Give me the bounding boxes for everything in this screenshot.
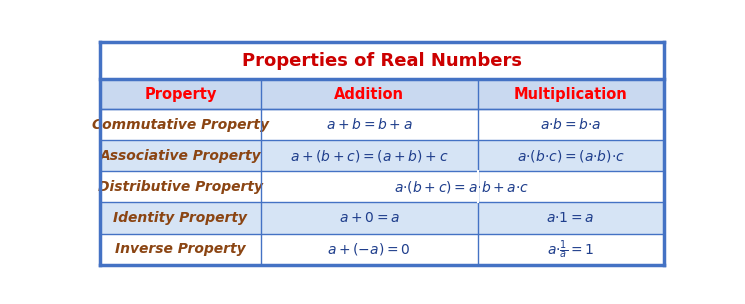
Bar (261, 233, 478, 265)
Text: $a{\cdot}(b+c)=a{\cdot}b+a{\cdot}c$: $a{\cdot}(b+c)=a{\cdot}b+a{\cdot}c$ (394, 179, 530, 195)
Bar (478, 233, 664, 265)
Bar (478, 140, 664, 171)
Bar (261, 79, 478, 109)
Bar (100, 233, 261, 265)
Text: Associative Property: Associative Property (100, 149, 261, 163)
Bar (261, 109, 478, 140)
Text: $a{\cdot}1=a$: $a{\cdot}1=a$ (546, 211, 595, 225)
Text: $a+(-a)=0$: $a+(-a)=0$ (328, 241, 410, 257)
Text: Properties of Real Numbers: Properties of Real Numbers (242, 52, 522, 70)
Bar (100, 109, 261, 140)
Bar (100, 202, 261, 233)
Text: $a+0=a$: $a+0=a$ (339, 211, 399, 225)
Text: $a+b=b+a$: $a+b=b+a$ (326, 117, 413, 132)
Text: $a{\cdot}\frac{1}{a}=1$: $a{\cdot}\frac{1}{a}=1$ (547, 238, 595, 261)
Bar (478, 109, 664, 140)
Text: Identity Property: Identity Property (113, 211, 247, 225)
Text: Distributive Property: Distributive Property (98, 180, 263, 194)
Text: Inverse Property: Inverse Property (115, 242, 246, 256)
Bar (478, 202, 664, 233)
Text: Commutative Property: Commutative Property (92, 118, 269, 132)
Bar (100, 140, 261, 171)
Text: $a{\cdot}(b{\cdot}c)=(a{\cdot}b){\cdot}c$: $a{\cdot}(b{\cdot}c)=(a{\cdot}b){\cdot}c… (516, 148, 624, 164)
Bar (478, 79, 664, 109)
Bar (100, 79, 261, 109)
Text: Multiplication: Multiplication (514, 87, 627, 102)
Text: $a+(b+c)=(a+b)+c$: $a+(b+c)=(a+b)+c$ (290, 148, 448, 164)
Text: $a{\cdot}b=b{\cdot}a$: $a{\cdot}b=b{\cdot}a$ (540, 117, 601, 132)
Bar (100, 42, 664, 79)
Text: Property: Property (145, 87, 217, 102)
Bar (261, 140, 478, 171)
Text: Addition: Addition (335, 87, 404, 102)
Bar (261, 171, 664, 202)
Bar (100, 171, 261, 202)
Bar (261, 202, 478, 233)
